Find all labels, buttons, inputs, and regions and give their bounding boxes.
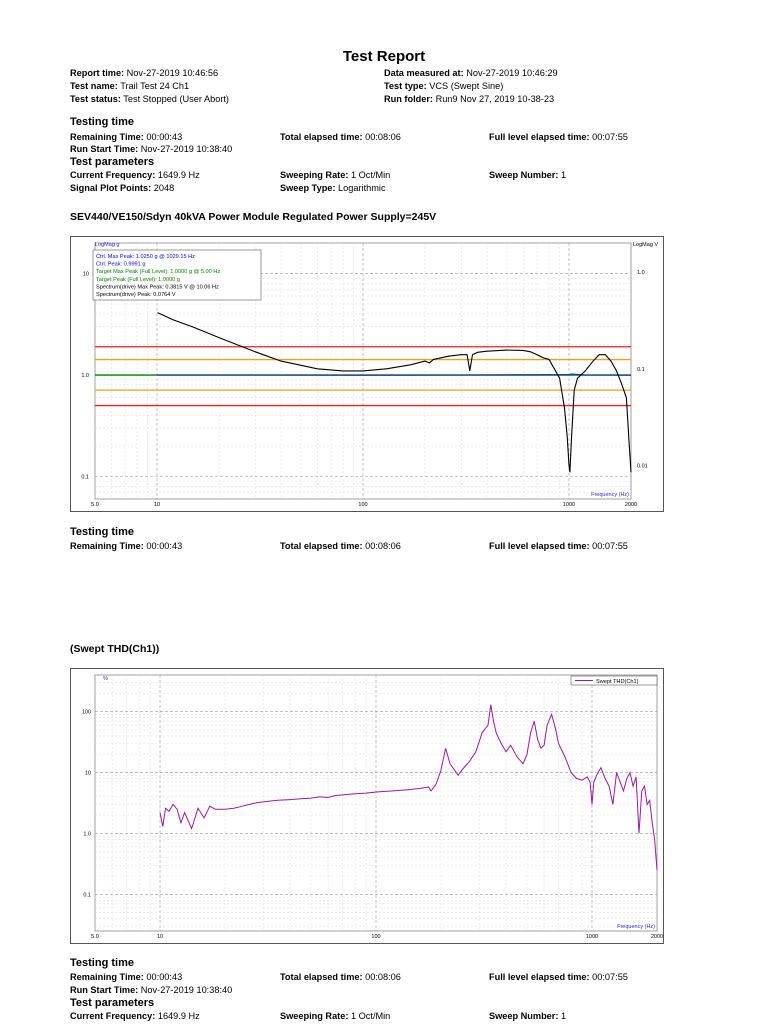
run-start-time: Run Start Time: Nov-27-2019 10:38:40 <box>70 144 233 154</box>
x-tick-label: 1000 <box>586 934 598 940</box>
sweeping-rate-3: Sweeping Rate: 1 Oct/Min <box>280 1011 391 1021</box>
test-parameters-heading-3: Test parameters <box>70 997 155 1009</box>
x-tick-label: 100 <box>358 502 367 508</box>
section1-title: SEV440/VE150/Sdyn 40kVA Power Module Reg… <box>70 211 437 223</box>
y-tick-label: 1.0 <box>83 831 91 837</box>
current-frequency: Current Frequency: 1649.9 Hz <box>70 170 200 180</box>
legend-entry: Spectrum(drive) Peak: 0.0764 V <box>96 292 176 298</box>
run-folder: Run folder: Run9 Nov 27, 2019 10-38-23 <box>384 94 555 104</box>
current-frequency-3: Current Frequency: 1649.9 Hz <box>70 1011 200 1021</box>
remaining-time-3: Remaining Time: 00:00:43 <box>70 972 183 982</box>
legend-entry: Target Peak (Full Level): 1.0000 g <box>96 277 180 283</box>
x-axis-label: Frequency (Hz) <box>591 492 629 498</box>
testing-time-heading: Testing time <box>70 116 134 128</box>
legend-entry: Ctrl. Max Peak: 1.0250 g @ 1029.15 Hz <box>96 254 195 260</box>
thd-chart-svg: % 100 10 1.0 0.1 5.0 10 100 1000 2000 Frequency (H… <box>82 674 663 940</box>
y-axis-unit: % <box>103 676 108 682</box>
control-chart-svg: LogMag g LogMag V 10 1.0 0.1 1.0 0.1 0.01 5.0 10 1… <box>81 242 658 508</box>
testing-time-heading-3: Testing time <box>70 957 134 969</box>
y-tick-label: 0.1 <box>83 892 91 898</box>
y-tick-label: 100 <box>82 710 91 716</box>
left-axis-unit: LogMag g <box>95 242 119 248</box>
test-name: Test name: Trail Test 24 Ch1 <box>70 81 190 91</box>
remaining-time-2: Remaining Time: 00:00:43 <box>70 541 183 551</box>
test-type: Test type: VCS (Swept Sine) <box>384 81 504 91</box>
x-axis-label: Frequency (Hz) <box>617 924 655 930</box>
test-parameters-heading: Test parameters <box>70 156 155 168</box>
y-tick-label-right: 0.01 <box>637 463 648 469</box>
signal-plot-points: Signal Plot Points: 2048 <box>70 183 175 193</box>
sweep-number: Sweep Number: 1 <box>489 170 567 180</box>
sweep-type: Sweep Type: Logarithmic <box>280 183 386 193</box>
x-tick-label: 10 <box>157 934 163 940</box>
drive-spectrum-line <box>157 312 632 473</box>
report-time: Report time: Nov-27-2019 10:46:56 <box>70 68 219 78</box>
legend-entry: Target Max Peak (Full Level): 1.0000 g @… <box>96 269 220 275</box>
y-tick-label-right: 0.1 <box>637 367 645 373</box>
full-level-elapsed-time-3: Full level elapsed time: 00:07:55 <box>489 972 628 982</box>
thd-chart: % 100 10 1.0 0.1 5.0 10 100 1000 2000 Frequency (H… <box>70 668 664 944</box>
y-tick-label-left: 10 <box>83 272 89 278</box>
right-axis-unit: LogMag V <box>633 242 658 248</box>
report-title: Test Report <box>342 48 426 65</box>
full-level-elapsed-time-2: Full level elapsed time: 00:07:55 <box>489 541 628 551</box>
total-elapsed-time-3: Total elapsed time: 00:08:06 <box>280 972 401 982</box>
legend-entry: Swept THD(Ch1) <box>596 679 639 685</box>
x-tick-label: 1000 <box>563 502 575 508</box>
x-tick-label: 5.0 <box>91 502 99 508</box>
data-measured: Data measured at: Nov-27-2019 10:46:29 <box>384 68 558 78</box>
x-tick-label: 10 <box>154 502 160 508</box>
testing-time-heading-2: Testing time <box>70 526 134 538</box>
total-elapsed-time: Total elapsed time: 00:08:06 <box>280 132 401 142</box>
test-status: Test status: Test Stopped (User Abort) <box>70 94 229 104</box>
full-level-elapsed-time: Full level elapsed time: 00:07:55 <box>489 132 628 142</box>
sweep-number-3: Sweep Number: 1 <box>489 1011 567 1021</box>
y-tick-label-right: 1.0 <box>637 270 645 276</box>
remaining-time: Remaining Time: 00:00:43 <box>70 132 183 142</box>
y-tick-label-left: 1.0 <box>81 373 89 379</box>
legend-entry: Spectrum(drive) Max Peak: 0.3815 V @ 10.… <box>96 284 219 290</box>
control-response-line <box>157 373 632 376</box>
x-tick-label: 2000 <box>651 934 663 940</box>
x-tick-label: 5.0 <box>91 934 99 940</box>
thd-line <box>159 704 658 871</box>
x-tick-label: 100 <box>371 934 380 940</box>
run-start-time-3: Run Start Time: Nov-27-2019 10:38:40 <box>70 985 233 995</box>
legend-box <box>570 675 658 686</box>
sweeping-rate: Sweeping Rate: 1 Oct/Min <box>280 170 391 180</box>
legend-box <box>92 249 262 301</box>
control-chart: LogMag g LogMag V 10 1.0 0.1 1.0 0.1 0.01 5.0 10 1… <box>70 236 664 512</box>
y-tick-label: 10 <box>85 771 91 777</box>
total-elapsed-time-2: Total elapsed time: 00:08:06 <box>280 541 401 551</box>
legend-entry: Ctrl. Peak: 0.9991 g <box>96 262 145 268</box>
section2-title: (Swept THD(Ch1)) <box>70 643 160 655</box>
y-tick-label-left: 0.1 <box>81 474 89 480</box>
x-tick-label: 2000 <box>625 502 637 508</box>
